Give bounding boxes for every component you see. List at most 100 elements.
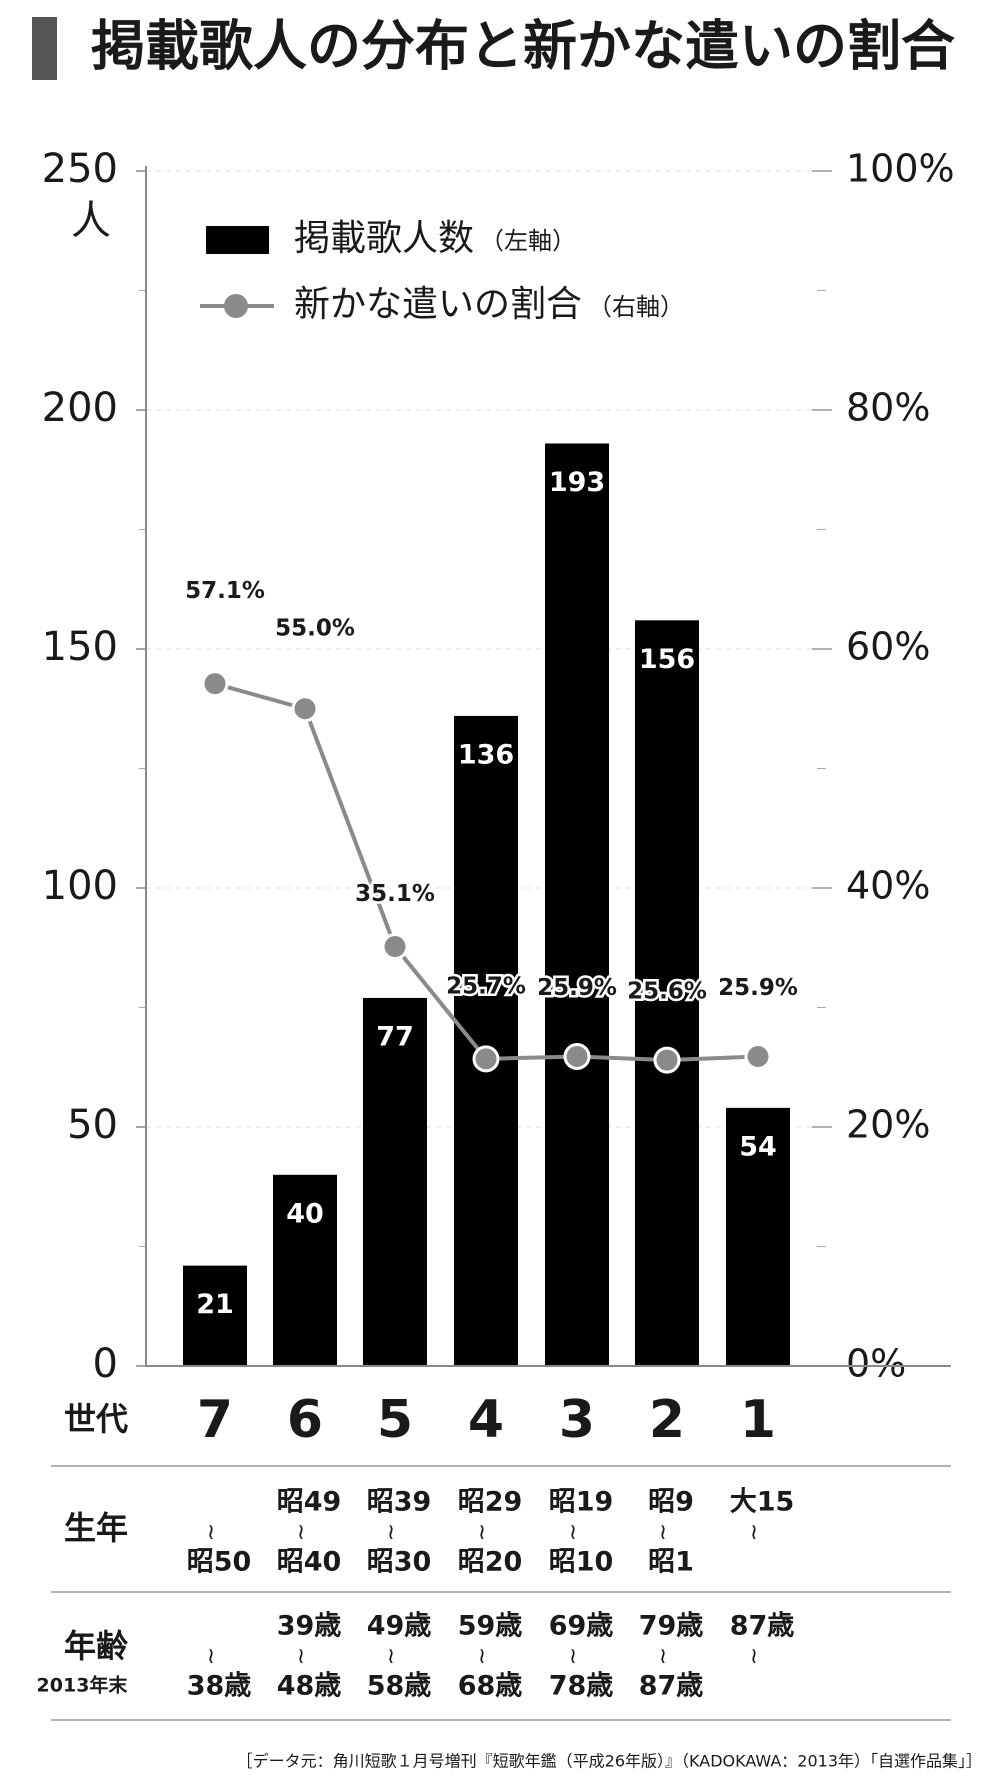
line-marker bbox=[563, 1042, 591, 1070]
age-from: 59歳 bbox=[458, 1611, 523, 1642]
birth-from: 昭49 bbox=[277, 1487, 342, 1518]
range-mark: ≀ bbox=[387, 1520, 395, 1545]
generation-label: 3 bbox=[559, 1390, 595, 1450]
line-marker bbox=[653, 1046, 681, 1074]
row-header: 世代 bbox=[64, 1400, 128, 1438]
birth-to: 昭10 bbox=[549, 1547, 614, 1578]
birth-from: 昭39 bbox=[367, 1487, 432, 1518]
age-to: 87歳 bbox=[639, 1671, 704, 1702]
line-value-label: 25.6% bbox=[627, 979, 707, 1005]
line-marker bbox=[201, 670, 229, 698]
row-subheader: 2013年末 bbox=[37, 1674, 129, 1697]
line-marker bbox=[291, 695, 319, 723]
line-value-label: 25.9% bbox=[718, 975, 798, 1001]
range-mark: ≀ bbox=[659, 1520, 667, 1545]
age-from: 69歳 bbox=[549, 1611, 614, 1642]
age-from: 39歳 bbox=[277, 1611, 342, 1642]
bar-value-label: 77 bbox=[376, 1021, 414, 1052]
bar-value-label: 156 bbox=[639, 644, 695, 675]
line-value-label: 57.1% bbox=[185, 578, 265, 604]
range-mark: ≀ bbox=[569, 1644, 577, 1669]
bar bbox=[273, 1174, 337, 1366]
range-mark: ≀ bbox=[207, 1644, 215, 1669]
y2-tick-label: 0% bbox=[846, 1342, 906, 1386]
y2-tick-label: 80% bbox=[846, 386, 930, 430]
bar bbox=[635, 620, 699, 1366]
bar bbox=[726, 1107, 790, 1366]
range-mark: ≀ bbox=[659, 1644, 667, 1669]
age-to: 78歳 bbox=[549, 1671, 614, 1702]
birth-from: 昭29 bbox=[458, 1487, 523, 1518]
age-to: 58歳 bbox=[367, 1671, 432, 1702]
range-mark: ≀ bbox=[478, 1644, 486, 1669]
line-marker bbox=[381, 933, 409, 961]
bar bbox=[183, 1265, 247, 1366]
birth-to: 昭20 bbox=[458, 1547, 523, 1578]
line-value-label: 55.0% bbox=[275, 615, 355, 641]
bar-value-label: 136 bbox=[458, 739, 514, 770]
line-value-label: 25.7% bbox=[446, 973, 526, 999]
birth-to: 昭30 bbox=[367, 1547, 432, 1578]
age-to: 48歳 bbox=[277, 1671, 342, 1702]
range-mark: ≀ bbox=[207, 1520, 215, 1545]
line-marker bbox=[744, 1042, 772, 1070]
generation-label: 4 bbox=[468, 1390, 504, 1450]
y-tick-label: 150 bbox=[42, 624, 118, 670]
birth-to: 昭50 bbox=[187, 1547, 252, 1578]
chart-title: 掲載歌人の分布と新かな遣いの割合 bbox=[91, 15, 955, 78]
y-tick-label: 250 bbox=[42, 146, 118, 192]
source-note: ［データ元：角川短歌１月号増刊『短歌年鑑（平成26年版）』（KADOKAWA：2… bbox=[237, 1752, 982, 1771]
range-mark: ≀ bbox=[387, 1644, 395, 1669]
legend-note: （左軸） bbox=[480, 227, 576, 255]
age-from: 49歳 bbox=[367, 1611, 432, 1642]
bar bbox=[545, 443, 609, 1367]
y-axis-label: 人 bbox=[71, 198, 111, 244]
age-to: 38歳 bbox=[187, 1671, 252, 1702]
row-header: 年齢 bbox=[64, 1627, 128, 1665]
range-mark: ≀ bbox=[297, 1520, 305, 1545]
birth-from: 大15 bbox=[730, 1487, 795, 1518]
y2-tick-label: 60% bbox=[846, 625, 930, 669]
generation-label: 5 bbox=[377, 1390, 413, 1450]
birth-to: 昭1 bbox=[648, 1547, 694, 1578]
range-mark: ≀ bbox=[478, 1520, 486, 1545]
bar-value-label: 54 bbox=[739, 1131, 777, 1162]
bar-value-label: 193 bbox=[549, 467, 605, 498]
legend-swatch bbox=[224, 294, 248, 318]
range-mark: ≀ bbox=[750, 1644, 758, 1669]
bar-value-label: 40 bbox=[286, 1198, 324, 1229]
generation-label: 2 bbox=[649, 1390, 685, 1450]
y-tick-label: 0 bbox=[93, 1341, 118, 1387]
legend-swatch bbox=[206, 226, 269, 254]
line-marker bbox=[472, 1045, 500, 1073]
bar-value-label: 21 bbox=[196, 1289, 234, 1320]
range-mark: ≀ bbox=[569, 1520, 577, 1545]
legend-note: （右軸） bbox=[588, 293, 684, 321]
title-marker bbox=[32, 17, 57, 80]
bar bbox=[363, 997, 427, 1366]
line-value-label: 35.1% bbox=[355, 881, 435, 907]
y2-tick-label: 40% bbox=[846, 864, 930, 908]
birth-from: 昭9 bbox=[648, 1487, 694, 1518]
row-header: 生年 bbox=[64, 1509, 128, 1547]
generation-label: 6 bbox=[287, 1390, 323, 1450]
line-value-label: 25.9% bbox=[537, 975, 617, 1001]
generation-label: 1 bbox=[740, 1390, 776, 1450]
range-mark: ≀ bbox=[750, 1520, 758, 1545]
legend-label: 掲載歌人数 bbox=[294, 218, 474, 259]
y-tick-label: 200 bbox=[42, 385, 118, 431]
birth-from: 昭19 bbox=[549, 1487, 614, 1518]
bar bbox=[454, 715, 518, 1366]
generation-label: 7 bbox=[197, 1390, 233, 1450]
age-to: 68歳 bbox=[458, 1671, 523, 1702]
y-tick-label: 100 bbox=[42, 863, 118, 909]
range-mark: ≀ bbox=[297, 1644, 305, 1669]
y2-tick-label: 100% bbox=[846, 147, 955, 191]
age-from: 79歳 bbox=[639, 1611, 704, 1642]
y-tick-label: 50 bbox=[67, 1102, 118, 1148]
y2-tick-label: 20% bbox=[846, 1103, 930, 1147]
legend-label: 新かな遣いの割合 bbox=[294, 284, 582, 325]
birth-to: 昭40 bbox=[277, 1547, 342, 1578]
